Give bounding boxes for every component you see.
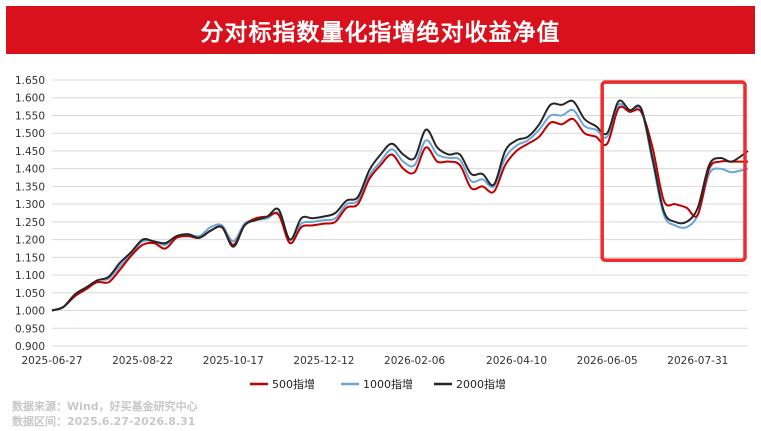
x-tick-label: 2026-06-05 [577,355,638,367]
legend-label: 2000指增 [456,377,506,391]
y-tick-label: 1.250 [15,217,45,229]
y-tick-label: 1.500 [15,128,45,140]
line-chart: 1.650 1.600 1.550 1.500 1.450 1.400 1.350 1.300… [15,75,749,391]
series-line-500 [51,105,748,312]
y-tick-label: 1.650 [15,75,45,87]
y-tick-label: 1.450 [15,146,45,158]
legend: 500指增 1000指增 2000指增 [250,377,506,391]
y-axis: 1.650 1.600 1.550 1.500 1.450 1.400 1.350 1.300… [15,75,45,353]
y-tick-label: 0.900 [15,341,45,353]
data-range-note: 数据区间：2025.6.27-2026.8.31 [12,415,196,428]
y-tick-label: 1.200 [15,235,45,247]
legend-label: 1000指增 [363,377,413,391]
x-tick-label: 2025-08-22 [112,355,173,367]
x-axis: 2025-06-27 2025-08-22 2025-10-17 2025-12-12… [21,355,728,367]
title-bar: 分对标指数量化指增绝对收益净值 [6,6,755,54]
y-tick-label: 1.100 [15,270,45,282]
title-banner: 分对标指数量化指增绝对收益净值 [0,0,761,60]
x-tick-label: 2025-12-12 [293,355,354,367]
x-tick-label: 2025-10-17 [203,355,264,367]
chart-title: 分对标指数量化指增绝对收益净值 [200,20,561,46]
y-tick-label: 1.400 [15,164,45,176]
y-tick-label: 0.950 [15,323,45,335]
y-tick-label: 1.050 [15,288,45,300]
series-line-1000 [51,102,749,312]
highlight-box [600,80,747,262]
series-line-2000 [51,99,749,312]
y-tick-label: 1.000 [15,306,45,318]
y-tick-label: 1.350 [15,181,45,193]
x-tick-label: 2026-02-06 [384,355,445,367]
x-tick-label: 2025-06-27 [21,355,82,367]
y-tick-label: 1.300 [15,199,45,211]
legend-label: 500指增 [272,377,315,391]
y-tick-label: 1.550 [15,110,45,122]
x-tick-label: 2026-04-10 [486,355,547,367]
highlight-region [600,80,747,262]
data-source-note: 数据来源：Wind，好买基金研究中心 [12,400,198,413]
x-tick-label: 2026-07-31 [667,355,728,367]
y-tick-label: 1.150 [15,252,45,264]
series-lines [51,99,749,312]
y-tick-label: 1.600 [15,93,45,105]
